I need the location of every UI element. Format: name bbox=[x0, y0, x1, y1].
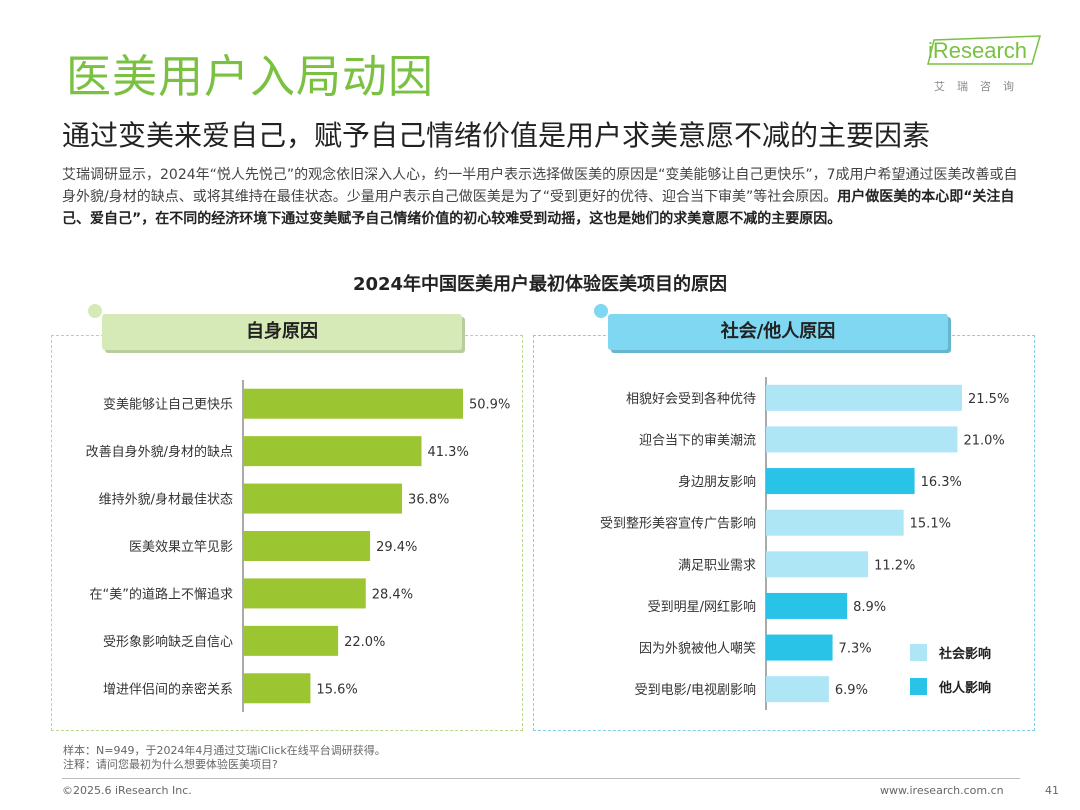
bar bbox=[243, 436, 422, 467]
iresearch-logo: iResearch 艾瑞咨询 bbox=[927, 35, 1050, 98]
category-label: 增进伴侣间的亲密关系 bbox=[103, 681, 233, 697]
bar bbox=[243, 578, 366, 609]
value-label: 15.1% bbox=[910, 517, 951, 532]
page-title: 医美用户入局动因 bbox=[66, 50, 435, 103]
legend-label-others: 他人影响 bbox=[939, 680, 992, 696]
value-label: 8.9% bbox=[853, 600, 886, 615]
value-label: 15.6% bbox=[316, 682, 357, 697]
bar bbox=[766, 509, 904, 536]
bar bbox=[766, 384, 962, 411]
page-subtitle: 通过变美来爱自己，赋予自己情绪价值是用户求美意愿不减的主要因素 bbox=[62, 119, 931, 152]
bar bbox=[766, 592, 848, 619]
value-label: 28.4% bbox=[372, 587, 413, 602]
bar bbox=[766, 551, 869, 578]
category-label: 在“美”的道路上不懈追求 bbox=[90, 586, 233, 602]
value-label: 22.0% bbox=[344, 635, 385, 650]
category-label: 变美能够让自己更快乐 bbox=[103, 397, 233, 413]
legend-item-others: 他人影响 bbox=[910, 676, 991, 696]
bar bbox=[243, 388, 463, 419]
category-label: 相貌好会受到各种优待 bbox=[626, 391, 756, 407]
panel-dot-decoration bbox=[88, 304, 102, 318]
legend: 社会影响 他人影响 bbox=[910, 642, 991, 710]
intro-paragraph: 艾瑞调研显示，2024年“悦人先悦己”的观念依旧深入人心，约一半用户表示选择做医… bbox=[62, 164, 1024, 230]
bar bbox=[243, 625, 339, 656]
category-label: 受到整形美容宣传广告影响 bbox=[600, 516, 756, 532]
bar bbox=[766, 426, 958, 453]
logo-subtext: 艾瑞咨询 bbox=[934, 80, 1026, 93]
category-label: 受到明星/网红影响 bbox=[648, 599, 756, 615]
bar bbox=[766, 468, 915, 495]
footnotes: 样本：N=949，于2024年4月通过艾瑞iClick在线平台调研获得。 注释：… bbox=[63, 744, 386, 772]
category-label: 因为外貌被他人嘲笑 bbox=[639, 641, 756, 657]
category-label: 医美效果立竿见影 bbox=[129, 539, 233, 555]
value-label: 6.9% bbox=[835, 683, 868, 698]
website: www.iresearch.com.cn bbox=[880, 784, 1004, 797]
intro-bold-text: 用户做医美的本心即“关注自己、爱自己”，在不同的经济环境下通过变美赋予自己情绪价… bbox=[62, 189, 1015, 227]
bar bbox=[243, 483, 403, 514]
panel-dot-decoration bbox=[594, 304, 608, 318]
self-reasons-header: 自身原因 bbox=[102, 314, 462, 350]
bar bbox=[243, 673, 311, 704]
sample-note: 样本：N=949，于2024年4月通过艾瑞iClick在线平台调研获得。 bbox=[63, 744, 386, 757]
category-label: 改善自身外貌/身材的缺点 bbox=[86, 444, 233, 460]
category-label: 迎合当下的审美潮流 bbox=[639, 432, 756, 448]
value-label: 7.3% bbox=[839, 642, 872, 657]
value-label: 36.8% bbox=[408, 493, 449, 508]
legend-label-social: 社会影响 bbox=[939, 646, 992, 662]
value-label: 41.3% bbox=[428, 445, 469, 460]
bar bbox=[243, 531, 371, 561]
logo-text: iResearch bbox=[928, 38, 1028, 63]
legend-swatch-others bbox=[910, 677, 927, 695]
category-label: 受到电影/电视剧影响 bbox=[635, 682, 756, 698]
copyright: ©2025.6 iResearch Inc. bbox=[62, 784, 192, 797]
value-label: 21.5% bbox=[968, 392, 1009, 407]
value-label: 29.4% bbox=[376, 540, 417, 555]
value-label: 16.3% bbox=[921, 475, 962, 490]
page-number: 41 bbox=[1045, 784, 1059, 797]
footer-divider bbox=[62, 778, 1020, 779]
social-reasons-header: 社会/他人原因 bbox=[608, 314, 948, 350]
bar bbox=[766, 634, 833, 661]
legend-item-social: 社会影响 bbox=[910, 642, 991, 662]
value-label: 21.0% bbox=[963, 433, 1004, 448]
question-note: 注释：请问您最初为什么想要体验医美项目? bbox=[63, 758, 278, 771]
category-label: 受形象影响缺乏自信心 bbox=[103, 634, 233, 650]
intro-text: 艾瑞调研显示，2024年“悦人先悦己”的观念依旧深入人心，约一半用户表示选择做医… bbox=[62, 167, 1018, 205]
category-label: 身边朋友影响 bbox=[678, 474, 756, 490]
legend-swatch-social bbox=[910, 643, 927, 661]
logo-badge-icon bbox=[927, 35, 1042, 65]
category-label: 满足职业需求 bbox=[678, 558, 756, 573]
chart-title: 2024年中国医美用户最初体验医美项目的原因 bbox=[352, 274, 728, 295]
bar bbox=[766, 676, 829, 703]
category-label: 维持外貌/身材最佳状态 bbox=[99, 492, 233, 508]
value-label: 11.2% bbox=[874, 558, 915, 573]
value-label: 50.9% bbox=[469, 398, 510, 413]
